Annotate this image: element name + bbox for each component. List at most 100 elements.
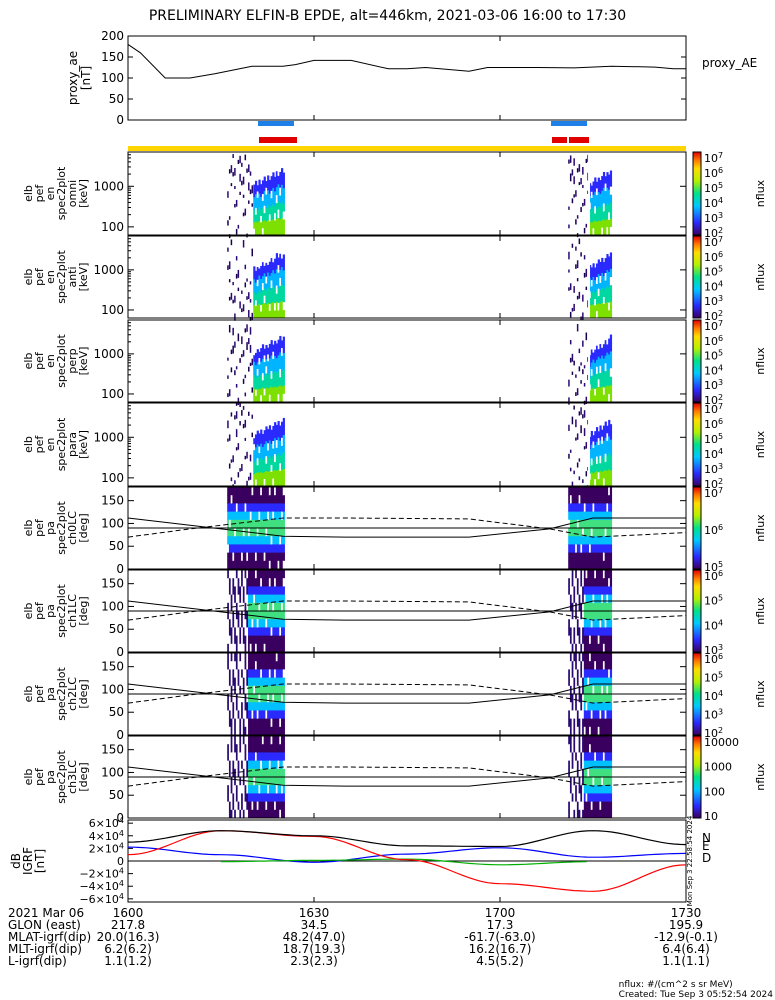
spectrogram-cell — [592, 685, 595, 695]
spectrogram-cell — [608, 726, 611, 736]
spectrogram-cell — [601, 643, 604, 653]
spectrogram-cell — [237, 718, 240, 728]
spectrogram-cell — [602, 344, 606, 352]
spectrogram-cell — [261, 262, 265, 270]
spectrogram-cell — [590, 465, 593, 473]
spectrogram-cell — [274, 470, 277, 479]
spectrogram-cell — [281, 226, 284, 236]
spectrogram-cell — [592, 394, 595, 403]
spectrogram-cell — [279, 544, 282, 554]
spectrogram-cell — [594, 726, 597, 736]
spectrogram-cell — [595, 768, 599, 778]
spectrogram-cell — [568, 578, 571, 587]
spectrogram-cell — [228, 296, 231, 301]
spectrogram-cell — [272, 619, 275, 628]
spectrogram-cell — [582, 570, 585, 579]
spectrogram-cell — [279, 269, 282, 279]
spectrogram-cell — [274, 661, 277, 670]
spectrogram-cell — [261, 594, 265, 604]
spectrogram-cell — [279, 203, 282, 212]
spectrogram-cell — [268, 710, 272, 720]
spectrogram-cell — [234, 677, 237, 687]
spectrogram-cell — [267, 785, 270, 794]
spectrogram-cell — [260, 388, 263, 396]
spectrogram-cell — [246, 544, 249, 554]
spectrogram-cell — [254, 768, 258, 778]
spectrogram-cell — [569, 503, 573, 513]
spectrogram-cell — [576, 619, 580, 628]
spectrogram-cell — [568, 594, 571, 604]
spectrogram-cell — [606, 294, 609, 303]
spectrogram-cell — [609, 385, 613, 395]
spectrogram-cell — [270, 363, 273, 372]
spectrogram-cell — [580, 207, 582, 213]
spectrogram-cell — [270, 602, 273, 612]
spectrogram-cell — [282, 477, 285, 487]
spectrogram-cell — [601, 198, 604, 207]
spectrogram-cell — [595, 263, 599, 271]
spectrogram-cell — [590, 503, 593, 513]
spectrogram-cell — [587, 578, 590, 587]
spectrogram-cell — [270, 183, 273, 192]
spectrogram-cell — [609, 536, 613, 545]
spectrogram-cell — [268, 536, 272, 545]
spectrogram-cell — [241, 536, 244, 545]
spectrogram-cell — [597, 578, 600, 587]
spectrogram-cell — [232, 801, 235, 811]
spectrogram-cell — [595, 685, 599, 695]
spectrogram-cell — [601, 560, 604, 570]
spectrogram-cell — [571, 560, 574, 570]
spectrogram-cell — [601, 227, 604, 236]
spectrogram-cell — [253, 809, 256, 819]
spectrogram-cell — [589, 284, 592, 292]
spectrogram-cell — [569, 694, 573, 703]
spectrogram-cell — [274, 536, 277, 545]
spectrogram-cell — [235, 256, 238, 261]
spectrogram-cell — [248, 552, 251, 562]
spectrogram-cell — [270, 718, 273, 728]
spectrogram-cell — [569, 718, 573, 728]
spectrogram-cell — [254, 635, 258, 645]
spectrogram-cell — [270, 443, 273, 452]
spectrogram-cell — [253, 197, 256, 204]
spectrogram-cell — [268, 221, 272, 229]
spectrogram-cell — [578, 487, 581, 496]
spectrogram-cell — [253, 462, 256, 469]
spectrogram-cell — [281, 578, 284, 587]
spectrogram-cell — [275, 253, 279, 262]
spectrogram-cell — [595, 449, 599, 458]
spectrogram-cell — [261, 503, 265, 513]
spectrogram-cell — [258, 433, 261, 441]
panel-ylabel-line: spec2plot — [55, 334, 68, 388]
spectrogram-cell — [263, 611, 266, 620]
spectrogram-cell — [265, 290, 268, 298]
spectrogram-cell — [227, 220, 229, 226]
spectrogram-cell — [228, 503, 232, 513]
spectrogram-cell — [589, 511, 592, 521]
spectrogram-cell — [609, 570, 613, 579]
spectrogram-cell — [606, 653, 609, 662]
spectrogram-cell — [608, 174, 611, 183]
spectrogram-cell — [241, 744, 244, 753]
spectrogram-cell — [606, 433, 609, 442]
spectrogram-cell — [594, 793, 597, 803]
spectrogram-cell — [606, 710, 609, 720]
spectrogram-cell — [582, 495, 585, 504]
spectrogram-cell — [227, 357, 229, 361]
spectrogram-cell — [575, 736, 578, 745]
spectrogram-cell — [258, 487, 261, 496]
spectrogram-cell — [235, 736, 239, 745]
spectrogram-cell — [242, 726, 246, 736]
spectrogram-cell — [575, 768, 578, 778]
spectrogram-cell — [573, 594, 576, 604]
spectrogram-cell — [609, 301, 613, 311]
spectrogram-cell — [594, 619, 597, 628]
spectrogram-cell — [604, 785, 607, 794]
spectrogram-cell — [582, 519, 585, 529]
spectrogram-cell — [272, 358, 275, 367]
spectrogram-cell — [239, 661, 242, 670]
spectrogram-cell — [261, 283, 265, 291]
spectrogram-cell — [251, 760, 254, 770]
spectrogram-cell — [263, 258, 266, 267]
spectrogram-cell — [237, 736, 240, 745]
